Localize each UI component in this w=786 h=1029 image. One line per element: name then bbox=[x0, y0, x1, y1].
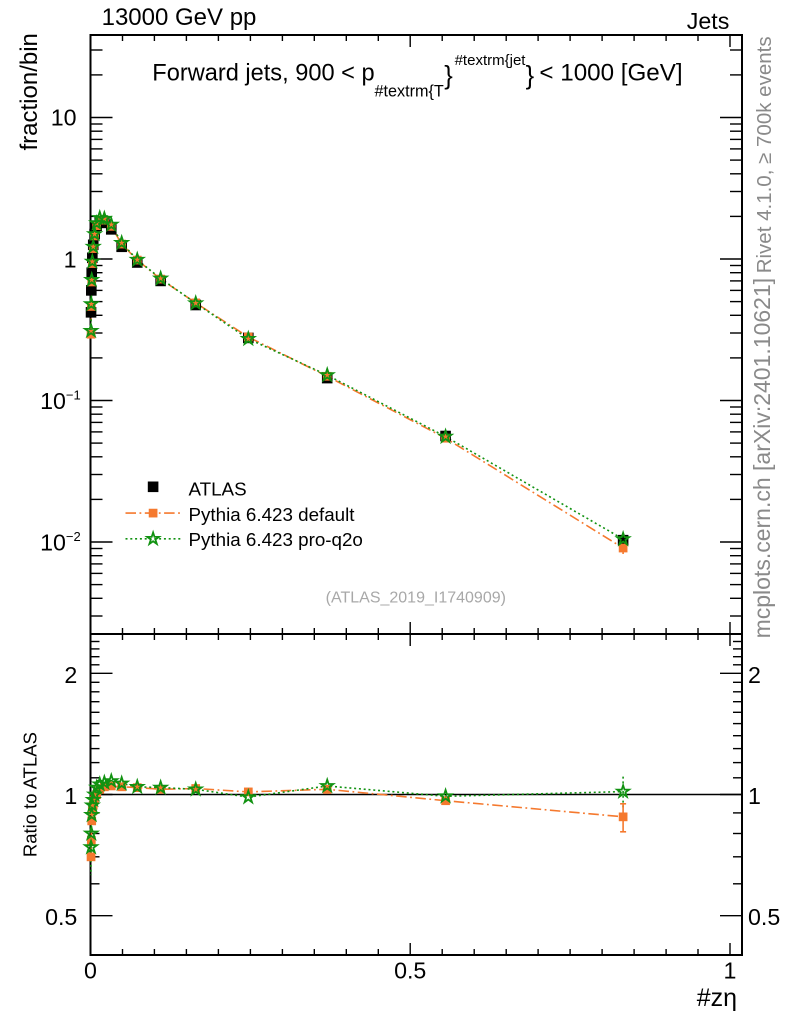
svg-text:1: 1 bbox=[64, 247, 77, 273]
svg-text:< 1000 [GeV]: < 1000 [GeV] bbox=[539, 60, 682, 87]
svg-text:0.5: 0.5 bbox=[748, 904, 780, 930]
svg-text:mcplots.cern.ch [arXiv:2401.10: mcplots.cern.ch [arXiv:2401.10621] bbox=[749, 278, 775, 639]
svg-text:(ATLAS_2019_I1740909): (ATLAS_2019_I1740909) bbox=[326, 590, 506, 607]
svg-text:Ratio to ATLAS: Ratio to ATLAS bbox=[20, 732, 41, 857]
svg-text:Pythia 6.423 default: Pythia 6.423 default bbox=[189, 504, 356, 525]
svg-text:2: 2 bbox=[748, 662, 761, 688]
svg-text:ATLAS: ATLAS bbox=[189, 479, 247, 500]
svg-text:Forward jets, 900 < p: Forward jets, 900 < p bbox=[152, 61, 374, 87]
svg-text:#zη: #zη bbox=[697, 984, 737, 1012]
svg-text:}: } bbox=[526, 62, 535, 90]
svg-text:}: } bbox=[444, 62, 453, 90]
svg-text:#textrm{jet: #textrm{jet bbox=[455, 52, 527, 69]
svg-text:10: 10 bbox=[51, 105, 77, 131]
svg-text:0.5: 0.5 bbox=[394, 957, 426, 983]
svg-text:#textrm{T: #textrm{T bbox=[375, 82, 444, 100]
svg-text:0.5: 0.5 bbox=[45, 904, 77, 930]
svg-text:Pythia 6.423 pro-q2o: Pythia 6.423 pro-q2o bbox=[189, 529, 363, 550]
svg-text:1: 1 bbox=[748, 783, 761, 809]
svg-text:fraction/bin: fraction/bin bbox=[16, 33, 43, 150]
svg-text:13000 GeV pp: 13000 GeV pp bbox=[102, 4, 257, 31]
svg-text:1: 1 bbox=[64, 783, 77, 809]
svg-text:2: 2 bbox=[64, 662, 77, 688]
svg-text:Jets: Jets bbox=[687, 8, 730, 34]
svg-text:1: 1 bbox=[724, 957, 737, 983]
svg-text:Rivet 4.1.0, ≥ 700k events: Rivet 4.1.0, ≥ 700k events bbox=[753, 36, 776, 273]
svg-text:0: 0 bbox=[84, 957, 97, 983]
